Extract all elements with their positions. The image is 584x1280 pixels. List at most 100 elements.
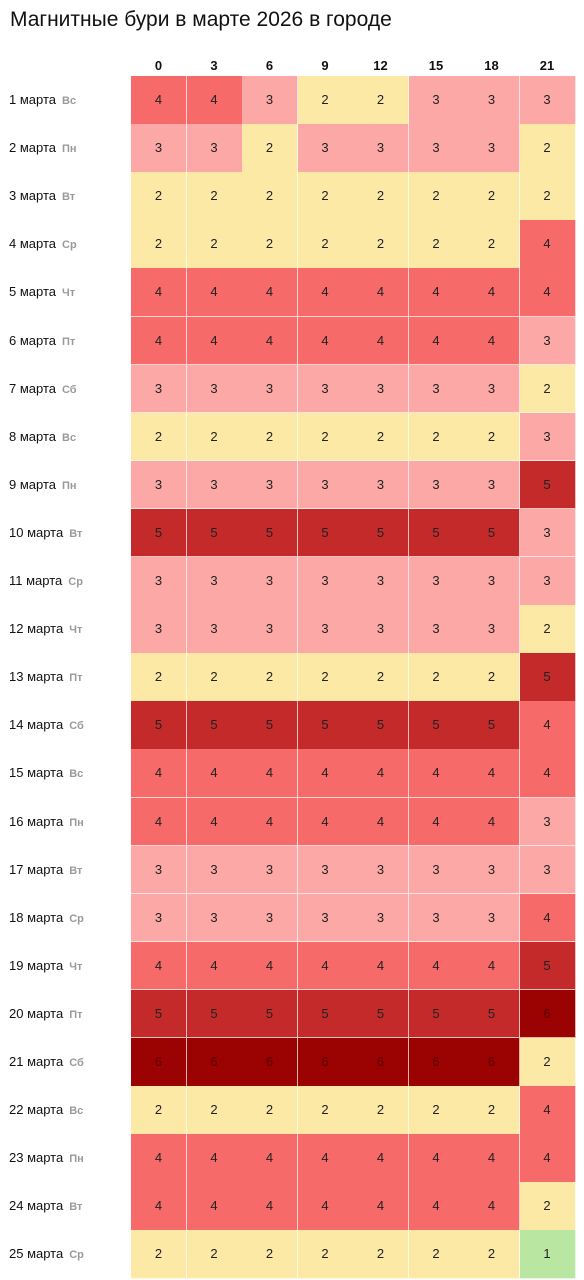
heatmap-cell: 4 (519, 268, 576, 317)
heatmap-cell: 5 (353, 701, 409, 750)
weekday-label: Ср (68, 576, 83, 588)
weekday-label: Вс (62, 431, 77, 444)
heatmap-cell: 2 (353, 172, 409, 221)
heatmap-cell: 2 (408, 1086, 465, 1135)
heatmap-cell: 3 (186, 845, 243, 895)
page-title: Магнитные бури в марте 2026 в городе (10, 8, 392, 31)
date-label: 9 марта (9, 476, 56, 492)
heatmap-cell: 3 (464, 845, 520, 895)
heatmap-cell: 2 (131, 220, 187, 269)
date-label: 17 марта (9, 861, 64, 877)
hour-label: 21 (539, 58, 555, 73)
heatmap-cell: 3 (242, 845, 298, 895)
row-label: 23 марта Пн (9, 1134, 84, 1181)
heatmap-cell: 5 (408, 701, 465, 750)
heatmap-cell: 2 (131, 1230, 187, 1279)
heatmap-cell: 4 (297, 1134, 354, 1183)
heatmap-cell: 4 (464, 797, 520, 847)
weekday-label: Пн (62, 143, 77, 156)
heatmap-cell: 4 (242, 797, 298, 847)
heatmap-cell: 2 (242, 653, 298, 702)
heatmap-cell: 4 (297, 268, 354, 317)
heatmap-cell: 4 (186, 797, 243, 847)
weekday-label: Пн (69, 1153, 84, 1166)
heatmap-cell: 2 (464, 1230, 520, 1279)
heatmap-cell: 4 (186, 76, 243, 125)
weekday-label: Пн (62, 479, 77, 492)
heatmap-cell: 3 (186, 460, 243, 510)
date-label: 24 марта (9, 1198, 64, 1214)
date-label: 25 марта (9, 1246, 64, 1262)
heatmap-cell: 6 (297, 1038, 354, 1087)
table-row: 13 марта Пт 2 2 2 2 2 2 2 5 (0, 653, 584, 702)
weekday-label: Вс (62, 95, 77, 107)
heatmap-cell: 2 (353, 220, 409, 269)
weekday-label: Вт (69, 1201, 83, 1214)
row-label: 21 марта Сб (9, 1038, 84, 1085)
heatmap-cell: 5 (297, 989, 354, 1039)
row-label: 12 марта Чт (9, 605, 82, 652)
weekday-label: Ср (62, 239, 77, 252)
row-label: 20 марта Пт (9, 990, 83, 1037)
heatmap-cell: 2 (242, 1230, 298, 1279)
heatmap-cell: 5 (186, 508, 243, 558)
heatmap-cell: 3 (186, 557, 243, 606)
heatmap-cell: 2 (131, 653, 187, 702)
heatmap-cell: 4 (519, 749, 576, 798)
heatmap-cell: 3 (519, 412, 576, 462)
date-label: 7 марта (9, 380, 56, 396)
heatmap-cell: 1 (519, 1230, 576, 1279)
weekday-label: Вт (69, 527, 83, 540)
date-label: 2 марта (9, 140, 56, 156)
row-label: 4 марта Ср (9, 220, 77, 267)
heatmap-cell: 3 (408, 893, 465, 943)
heatmap-cell: 3 (408, 124, 465, 173)
table-row: 17 марта Вт 3 3 3 3 3 3 3 3 (0, 845, 584, 895)
heatmap-cell: 3 (131, 124, 187, 173)
heatmap-cell: 2 (186, 653, 243, 702)
row-label: 11 марта Ср (9, 557, 83, 604)
heatmap-cell: 4 (242, 941, 298, 991)
heatmap-cell: 5 (519, 941, 576, 991)
table-row: 8 марта Вс 2 2 2 2 2 2 2 3 (0, 412, 584, 462)
weekday-label: Вс (69, 1105, 84, 1118)
row-label: 9 марта Пн (9, 461, 77, 508)
heatmap-cell: 4 (464, 941, 520, 991)
heatmap-cell: 3 (242, 364, 298, 414)
row-label: 15 марта Вс (9, 749, 83, 796)
heatmap-cell: 3 (297, 124, 354, 173)
heatmap-cell: 3 (464, 124, 520, 173)
heatmap-cell: 4 (131, 76, 187, 125)
row-label: 18 марта Ср (9, 894, 84, 941)
heatmap-cell: 4 (186, 316, 243, 366)
row-label: 1 марта Вс (9, 76, 76, 123)
weekday-label: Вт (69, 864, 83, 877)
heatmap-cell: 2 (131, 412, 187, 462)
heatmap-cell: 4 (297, 941, 354, 991)
row-label: 2 марта Пн (9, 124, 77, 171)
heatmap-cell: 3 (464, 605, 520, 654)
heatmap-cell: 2 (353, 1086, 409, 1135)
heatmap-cell: 4 (408, 268, 465, 317)
row-label: 19 марта Чт (9, 942, 82, 989)
heatmap-cell: 6 (131, 1038, 187, 1087)
heatmap-cell: 2 (353, 412, 409, 462)
table-row: 10 марта Вт 5 5 5 5 5 5 5 3 (0, 508, 584, 558)
heatmap-cell: 4 (297, 749, 354, 798)
heatmap-cell: 4 (242, 268, 298, 317)
heatmap-cell: 3 (519, 845, 576, 895)
heatmap-cell: 3 (353, 893, 409, 943)
heatmap-cell: 2 (519, 605, 576, 654)
heatmap-cell: 5 (464, 508, 520, 558)
heatmap-cell: 4 (464, 1134, 520, 1183)
row-label: 8 марта Вс (9, 413, 76, 460)
heatmap-cell: 2 (353, 1230, 409, 1279)
weekday-label: Чт (62, 287, 76, 300)
table-row: 3 марта Вт 2 2 2 2 2 2 2 2 (0, 172, 584, 221)
weekday-label: Вт (62, 191, 76, 204)
hour-label: 9 (321, 58, 329, 73)
date-label: 23 марта (9, 1150, 64, 1166)
heatmap-cell: 5 (464, 701, 520, 750)
heatmap-cell: 4 (353, 268, 409, 317)
heatmap-cell: 3 (408, 460, 465, 510)
